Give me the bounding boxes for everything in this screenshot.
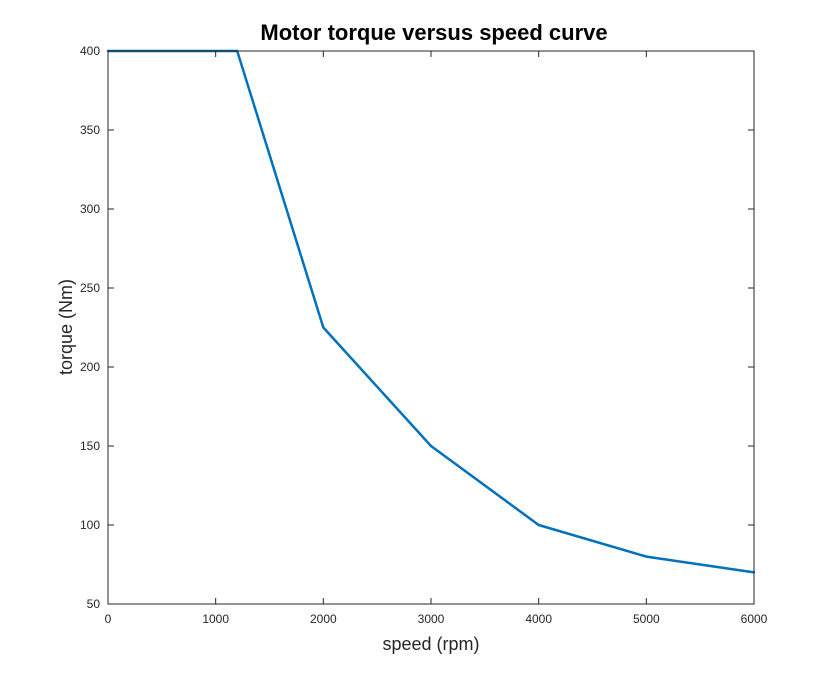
- y-tick-label: 150: [80, 439, 100, 453]
- y-axis-label: torque (Nm): [56, 279, 76, 375]
- x-axis-label: speed (rpm): [382, 634, 479, 654]
- x-tick-label: 0: [105, 612, 112, 626]
- y-tick-label: 200: [80, 360, 100, 374]
- data-point: [429, 444, 433, 448]
- x-tick-label: 1000: [202, 612, 229, 626]
- x-tick-label: 5000: [633, 612, 660, 626]
- data-point: [645, 555, 648, 558]
- y-tick-label: 250: [80, 281, 100, 295]
- x-tick-label: 4000: [525, 612, 552, 626]
- y-tick-label: 100: [80, 518, 100, 532]
- x-tick-label: 3000: [418, 612, 445, 626]
- y-tick-label: 400: [80, 44, 100, 58]
- x-tick-label: 2000: [310, 612, 337, 626]
- data-point: [322, 326, 325, 329]
- y-tick-label: 300: [80, 202, 100, 216]
- x-tick-label: 6000: [741, 612, 768, 626]
- chart-title: Motor torque versus speed curve: [260, 20, 607, 45]
- x-axis: 0 1000 2000 3000 4000 5000 6000: [105, 51, 768, 626]
- y-axis: 50 100 150 200 250 300 350 400: [80, 44, 754, 611]
- data-point: [537, 523, 540, 527]
- y-tick-label: 350: [80, 123, 100, 137]
- y-tick-label: 50: [87, 597, 101, 611]
- plot-area: [108, 51, 754, 604]
